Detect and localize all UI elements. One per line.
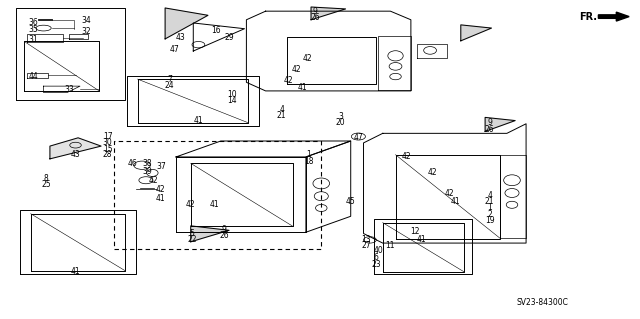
Text: 9: 9 — [312, 7, 317, 16]
Text: 47: 47 — [169, 45, 179, 54]
Polygon shape — [485, 117, 515, 131]
Text: 42: 42 — [186, 200, 196, 209]
Text: 41: 41 — [193, 116, 204, 125]
Text: 47: 47 — [353, 133, 364, 142]
Text: 9: 9 — [221, 225, 227, 234]
Text: 42: 42 — [401, 152, 412, 161]
Text: 26: 26 — [484, 125, 495, 134]
Text: 32: 32 — [81, 27, 92, 36]
Text: 21: 21 — [277, 111, 286, 120]
Text: 41: 41 — [155, 194, 165, 203]
Text: 17: 17 — [102, 132, 113, 141]
Text: 1: 1 — [487, 204, 492, 212]
Text: 42: 42 — [291, 65, 301, 74]
Text: 40: 40 — [374, 246, 384, 255]
Text: 36: 36 — [28, 18, 38, 27]
Text: 20: 20 — [335, 118, 346, 127]
Text: 42: 42 — [148, 176, 159, 185]
Text: 27: 27 — [361, 241, 371, 250]
Text: 16: 16 — [211, 26, 221, 35]
Text: 5: 5 — [189, 229, 195, 238]
Text: 7: 7 — [167, 75, 172, 84]
Text: 18: 18 — [304, 157, 313, 166]
Text: 26: 26 — [310, 13, 320, 22]
Text: 43: 43 — [70, 150, 81, 159]
Text: 8: 8 — [44, 174, 49, 182]
Text: 2: 2 — [487, 210, 492, 219]
Text: 4: 4 — [279, 105, 284, 114]
Text: 41: 41 — [297, 83, 307, 92]
Text: 42: 42 — [155, 185, 165, 194]
Text: 39: 39 — [142, 167, 152, 176]
FancyArrow shape — [598, 12, 629, 21]
Text: 45: 45 — [346, 197, 356, 206]
Text: 15: 15 — [102, 145, 113, 154]
Text: 29: 29 — [224, 33, 234, 42]
Text: 42: 42 — [427, 168, 437, 177]
Text: 14: 14 — [227, 96, 237, 105]
Text: 35: 35 — [28, 25, 38, 34]
Text: 30: 30 — [102, 138, 113, 147]
Text: 9: 9 — [487, 118, 492, 127]
Text: 24: 24 — [164, 81, 175, 90]
Text: 34: 34 — [81, 16, 92, 25]
Text: 26: 26 — [219, 231, 229, 240]
Text: 41: 41 — [70, 267, 81, 276]
Text: 25: 25 — [41, 180, 51, 189]
Text: 21: 21 — [485, 197, 494, 206]
Text: 4: 4 — [487, 191, 492, 200]
Text: 1: 1 — [306, 150, 311, 159]
Text: 31: 31 — [28, 35, 38, 44]
Text: 46: 46 — [127, 159, 138, 168]
Text: 33: 33 — [64, 85, 74, 94]
Text: 43: 43 — [175, 33, 186, 42]
Polygon shape — [311, 7, 346, 20]
Text: 28: 28 — [103, 150, 112, 159]
Text: 38: 38 — [142, 159, 152, 168]
Polygon shape — [191, 226, 229, 242]
Text: 42: 42 — [283, 76, 293, 85]
Text: 11: 11 — [386, 241, 395, 250]
Text: 44: 44 — [28, 72, 38, 81]
Text: 10: 10 — [227, 90, 237, 99]
Text: 42: 42 — [445, 189, 455, 198]
Text: 13: 13 — [361, 235, 371, 244]
Polygon shape — [461, 25, 492, 41]
Text: 42: 42 — [302, 54, 312, 63]
Polygon shape — [165, 8, 208, 39]
Text: 6: 6 — [374, 253, 379, 262]
Text: 22: 22 — [188, 235, 196, 244]
Text: SV23-84300C: SV23-84300C — [516, 298, 569, 307]
Text: 3: 3 — [338, 112, 343, 121]
Polygon shape — [50, 138, 101, 159]
Text: 41: 41 — [209, 200, 220, 209]
Text: FR.: FR. — [579, 11, 597, 22]
Text: 23: 23 — [371, 260, 381, 269]
Text: 41: 41 — [451, 197, 461, 206]
Text: 41: 41 — [416, 235, 426, 244]
Text: 19: 19 — [484, 216, 495, 225]
Text: 12: 12 — [410, 227, 419, 236]
Text: 37: 37 — [156, 162, 166, 171]
